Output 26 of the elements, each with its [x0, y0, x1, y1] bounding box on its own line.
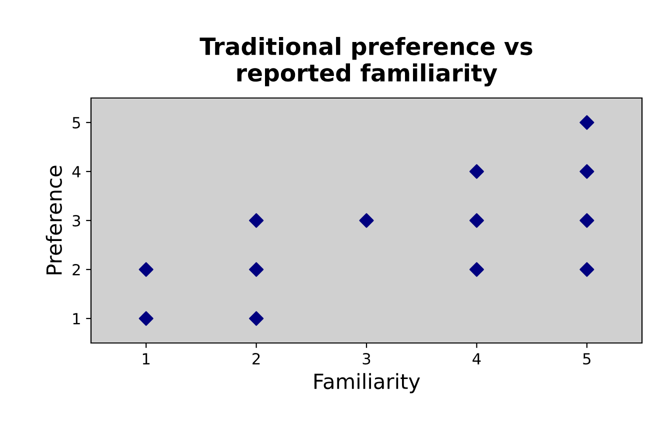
x-tick-label: 4 [472, 353, 481, 364]
point [249, 311, 264, 326]
point [580, 262, 594, 277]
point [138, 262, 154, 277]
chart-title: Traditional preference vs reported familiarity [200, 36, 532, 86]
y-tick-label: 1 [73, 313, 80, 324]
point [469, 262, 484, 277]
point [580, 164, 594, 179]
point [359, 213, 374, 228]
point [249, 213, 264, 228]
x-axis-title: Familiarity [314, 373, 420, 394]
x-tick-label: 3 [362, 352, 370, 365]
x-tick-label: 5 [583, 353, 590, 365]
y-tick-label: 4 [72, 166, 80, 178]
y-tick-label: 5 [72, 117, 80, 129]
point [580, 115, 594, 130]
point [469, 164, 484, 179]
y-tick-label: 2 [72, 264, 80, 276]
y-tick-label: 3 [72, 214, 80, 227]
x-tick-label: 2 [252, 352, 260, 364]
point [249, 262, 264, 277]
point [469, 213, 484, 228]
x-tick-label: 1 [142, 353, 150, 364]
y-axis-title: Preference [46, 166, 62, 274]
point [138, 311, 154, 326]
point [580, 213, 594, 228]
